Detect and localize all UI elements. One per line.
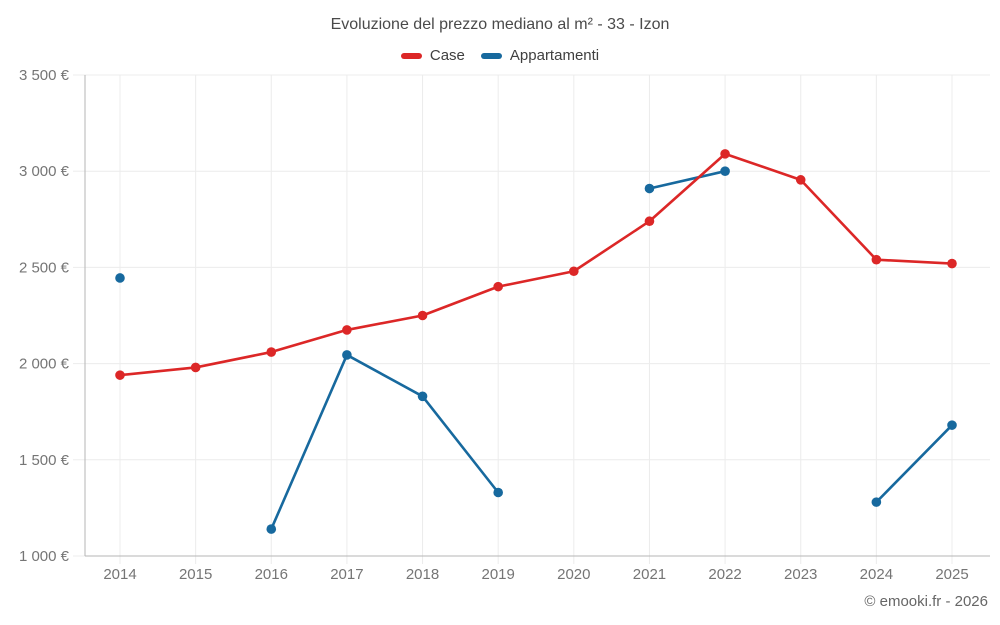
x-tick-label: 2018 [406,566,439,583]
x-tick-label: 2015 [179,566,212,583]
data-point-appartamenti-2024 [871,497,882,507]
x-tick-label: 2020 [557,566,590,583]
data-point-appartamenti-2016 [266,524,277,534]
series-line-case [118,152,954,377]
legend-item-appartamenti: Appartamenti [480,47,600,64]
legend-swatch-appartamenti [480,52,502,59]
legend-label-case: Case [429,47,465,64]
data-point-case-2018 [417,310,428,321]
chart-legend: Case Appartamenti [0,47,1000,64]
legend-swatch-case [400,52,422,59]
data-point-case-2021 [644,216,655,227]
data-point-appartamenti-2021 [644,183,655,194]
data-point-case-2019 [493,281,503,292]
data-point-appartamenti-2019 [493,487,503,498]
x-tick-label: 2021 [633,566,666,583]
data-point-case-2014 [115,370,125,380]
y-tick-label: 3 000 € [19,163,70,180]
x-tick-label: 2024 [860,566,893,583]
data-point-case-2015 [190,362,201,373]
x-tick-label: 2014 [103,566,136,583]
chart-title: Evoluzione del prezzo mediano al m² - 33… [330,16,670,33]
data-point-case-2016 [266,347,277,357]
y-tick-label: 3 500 € [19,67,70,84]
data-point-case-2024 [871,254,882,265]
x-tick-label: 2022 [708,566,741,583]
series-line-appartamenti [648,169,727,190]
data-point-appartamenti-2014 [115,273,125,283]
legend-item-case: Case [400,47,465,64]
data-point-appartamenti-2018 [417,391,428,402]
series-line-appartamenti [875,423,954,504]
x-tick-label: 2025 [935,566,968,583]
data-point-case-2025 [947,258,957,269]
attribution-text: © emooki.fr - 2026 [864,593,988,610]
data-point-appartamenti-2022 [720,166,730,176]
series-line-appartamenti [269,353,500,531]
y-tick-label: 1 000 € [19,548,70,565]
x-tick-label: 2016 [255,566,288,583]
y-tick-label: 2 500 € [19,259,70,276]
y-tick-label: 2 000 € [19,356,70,373]
data-point-appartamenti-2025 [947,420,957,430]
data-point-case-2023 [795,175,806,185]
data-point-case-2017 [342,325,352,335]
legend-label-appartamenti: Appartamenti [509,47,600,64]
data-point-case-2022 [720,149,730,159]
x-tick-label: 2023 [784,566,817,583]
x-tick-label: 2017 [330,566,363,583]
x-tick-label: 2019 [481,566,514,583]
data-point-appartamenti-2017 [342,350,352,360]
y-tick-label: 1 500 € [19,452,70,469]
data-point-case-2020 [569,266,579,277]
